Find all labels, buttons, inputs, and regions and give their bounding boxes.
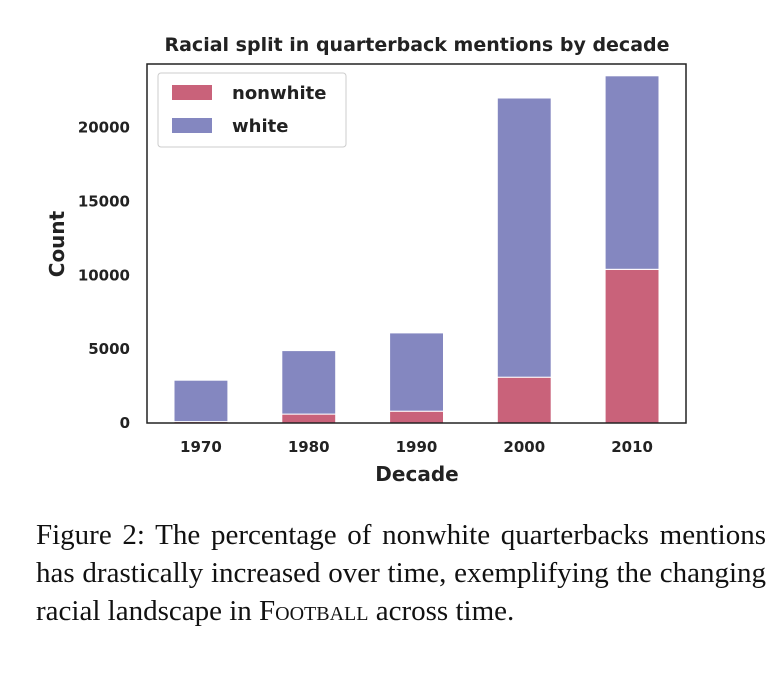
- x-tick-label: 1970: [180, 438, 222, 456]
- x-axis-label: Decade: [375, 462, 458, 486]
- bar-white-2010: [604, 75, 660, 270]
- bar-white-1970: [173, 379, 229, 423]
- bar-nonwhite-2000: [496, 376, 552, 424]
- plot-frame: [146, 63, 687, 424]
- y-ticks: 0 5000 10000 15000 20000: [78, 119, 130, 433]
- x-tick-label: 1980: [288, 438, 330, 456]
- y-tick-label: 10000: [78, 266, 130, 284]
- x-tick-label: 2010: [611, 438, 653, 456]
- y-tick-label: 5000: [88, 340, 130, 358]
- chart: Racial split in quarterback mentions by …: [45, 34, 687, 486]
- x-ticks: 1970 1980 1990 2000 2010: [180, 438, 653, 456]
- legend-swatch-nonwhite: [172, 85, 212, 100]
- bar-white-1980: [281, 350, 337, 415]
- bar-nonwhite-2010: [604, 268, 660, 424]
- caption-text: Figure 2: The percentage of nonwhite qua…: [36, 519, 766, 627]
- y-tick-label: 20000: [78, 119, 130, 137]
- chart-title: Racial split in quarterback mentions by …: [164, 34, 669, 56]
- caption-smallcaps: Football: [259, 595, 369, 627]
- bar-nonwhite-1990: [389, 410, 445, 424]
- legend: nonwhite white: [157, 72, 347, 148]
- y-tick-label: 15000: [78, 192, 130, 210]
- bars-group: [173, 75, 660, 424]
- bar-nonwhite-1980: [281, 413, 337, 424]
- caption-suffix: across time.: [368, 595, 515, 627]
- x-tick-label: 1990: [396, 438, 438, 456]
- y-axis-label: Count: [45, 210, 69, 277]
- bar-white-2000: [496, 97, 552, 378]
- y-tick-label: 0: [120, 414, 130, 432]
- x-tick-label: 2000: [503, 438, 545, 456]
- legend-label-nonwhite: nonwhite: [232, 83, 326, 104]
- bar-white-1990: [389, 332, 445, 412]
- legend-swatch-white: [172, 118, 212, 133]
- legend-label-white: white: [232, 116, 288, 137]
- figure-caption: Figure 2: The percentage of nonwhite qua…: [36, 516, 766, 630]
